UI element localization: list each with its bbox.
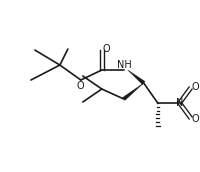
Polygon shape bbox=[128, 70, 145, 85]
Text: N: N bbox=[176, 98, 184, 108]
Text: NH: NH bbox=[117, 60, 132, 70]
Polygon shape bbox=[123, 83, 144, 100]
Text: O: O bbox=[76, 81, 84, 91]
Text: O: O bbox=[191, 82, 199, 92]
Text: O: O bbox=[191, 114, 199, 124]
Text: O: O bbox=[103, 44, 111, 54]
